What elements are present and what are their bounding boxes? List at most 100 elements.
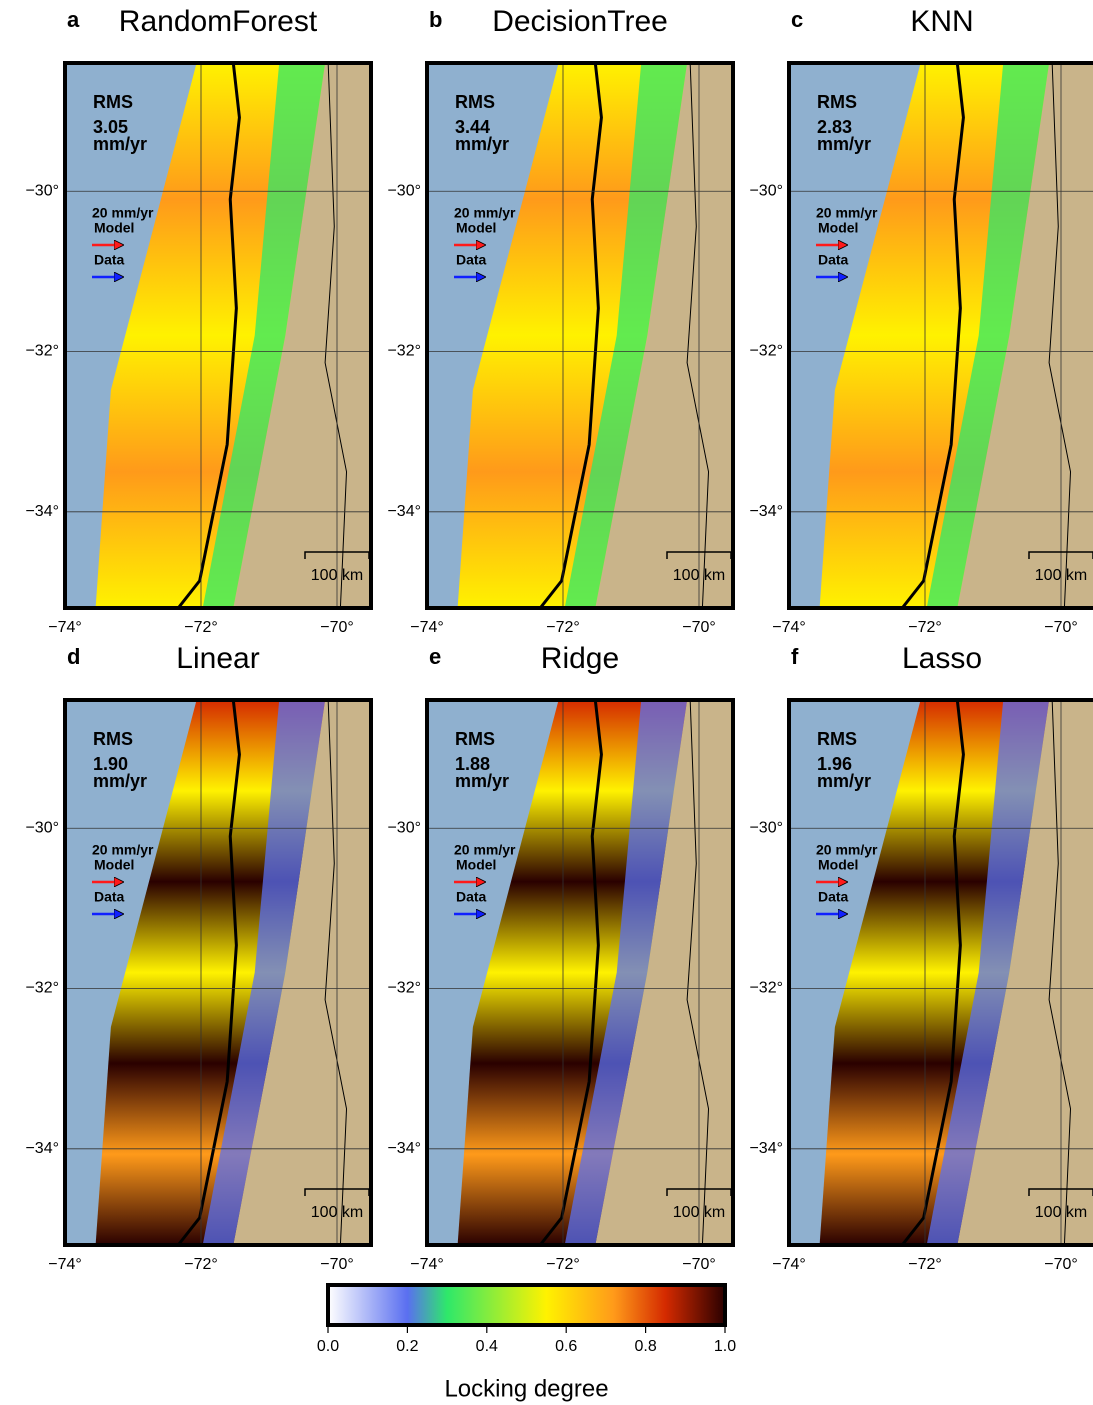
rms-label: RMS	[817, 92, 857, 112]
legend-data: Data	[818, 889, 849, 905]
x-tick-label: −70°	[1044, 619, 1078, 636]
rms-unit: mm/yr	[455, 771, 509, 791]
x-tick-label: −70°	[682, 1256, 716, 1273]
scalebar-label: 100 km	[1035, 1204, 1087, 1221]
panel-title: Lasso	[902, 642, 982, 675]
y-tick-label: −32°	[749, 980, 783, 997]
x-tick-label: −74°	[48, 1256, 82, 1273]
x-tick-label: −72°	[546, 619, 580, 636]
legend-scale: 20 mm/yr	[454, 842, 516, 858]
page: −30° −32° −34° −74° −72° −70° a RandomForest RMS…	[0, 0, 1093, 1405]
x-tick-label: −74°	[410, 619, 444, 636]
x-tick-label: −74°	[772, 1256, 806, 1273]
colorbar-tick-label: 0.4	[476, 1338, 498, 1355]
rms-unit: mm/yr	[93, 771, 147, 791]
rms-unit: mm/yr	[455, 134, 509, 154]
scalebar-label: 100 km	[673, 567, 725, 584]
colorbar-tick-label: 1.0	[714, 1338, 736, 1355]
y-tick-label: −30°	[749, 819, 783, 836]
y-tick-label: −30°	[25, 819, 59, 836]
legend-model: Model	[818, 857, 858, 873]
panel-title: KNN	[910, 5, 973, 38]
rms-label: RMS	[93, 92, 133, 112]
scalebar-label: 100 km	[1035, 567, 1087, 584]
legend-scale: 20 mm/yr	[92, 842, 154, 858]
y-tick-label: −32°	[25, 343, 59, 360]
x-tick-label: −72°	[184, 1256, 218, 1273]
y-tick-label: −32°	[749, 343, 783, 360]
x-tick-label: −74°	[48, 619, 82, 636]
x-tick-label: −72°	[908, 1256, 942, 1273]
map-panel: −30° −32° −34° −74° −72° −70° b DecisionTree RMS…	[387, 5, 733, 636]
panel-title: Linear	[176, 642, 259, 675]
y-tick-label: −34°	[387, 1140, 421, 1157]
map-panel: −30°−32°−34°−74°−72°−70°eRidgeRMS1.88mm/…	[387, 642, 733, 1273]
panel-title: Ridge	[541, 642, 619, 675]
legend-model: Model	[456, 220, 496, 236]
panel-letter: f	[791, 644, 799, 669]
rms-label: RMS	[455, 729, 495, 749]
y-tick-label: −30°	[25, 182, 59, 199]
legend-model: Model	[94, 857, 134, 873]
colorbar-tick-label: 0.2	[396, 1338, 418, 1355]
panel-title: RandomForest	[119, 5, 318, 38]
x-tick-label: −70°	[682, 619, 716, 636]
rms-label: RMS	[817, 729, 857, 749]
legend-scale: 20 mm/yr	[816, 205, 878, 221]
legend-data: Data	[94, 252, 125, 268]
y-tick-label: −30°	[387, 182, 421, 199]
rms-unit: mm/yr	[817, 134, 871, 154]
panel-letter: c	[791, 7, 803, 32]
legend-data: Data	[456, 252, 487, 268]
panel-letter: e	[429, 644, 441, 669]
y-tick-label: −32°	[387, 980, 421, 997]
y-tick-label: −34°	[25, 1140, 59, 1157]
map-panel: −30° −32° −34° −74° −72° −70° a RandomForest RMS…	[25, 5, 371, 636]
colorbar	[328, 1285, 725, 1325]
x-tick-label: −72°	[546, 1256, 580, 1273]
y-tick-label: −34°	[25, 503, 59, 520]
scalebar-label: 100 km	[311, 567, 363, 584]
legend-model: Model	[94, 220, 134, 236]
scalebar-label: 100 km	[311, 1204, 363, 1221]
colorbar-label: Locking degree	[444, 1375, 608, 1402]
scalebar-label: 100 km	[673, 1204, 725, 1221]
y-tick-label: −32°	[25, 980, 59, 997]
y-tick-label: −32°	[387, 343, 421, 360]
legend-scale: 20 mm/yr	[454, 205, 516, 221]
x-tick-label: −70°	[1044, 1256, 1078, 1273]
panel-title: DecisionTree	[492, 5, 668, 38]
legend-model: Model	[456, 857, 496, 873]
legend-scale: 20 mm/yr	[92, 205, 154, 221]
y-tick-label: −34°	[749, 503, 783, 520]
x-tick-label: −72°	[184, 619, 218, 636]
colorbar-tick-label: 0.6	[555, 1338, 577, 1355]
rms-label: RMS	[93, 729, 133, 749]
y-tick-label: −34°	[749, 1140, 783, 1157]
panel-letter: d	[67, 644, 80, 669]
panel-letter: b	[429, 7, 442, 32]
panel-letter: a	[67, 7, 80, 32]
legend-scale: 20 mm/yr	[816, 842, 878, 858]
figure: −30° −32° −34° −74° −72° −70° a RandomForest RMS…	[0, 0, 1093, 1405]
x-tick-label: −74°	[772, 619, 806, 636]
x-tick-label: −70°	[320, 1256, 354, 1273]
legend-model: Model	[818, 220, 858, 236]
x-tick-label: −74°	[410, 1256, 444, 1273]
x-tick-label: −70°	[320, 619, 354, 636]
y-tick-label: −34°	[387, 503, 421, 520]
colorbar-tick-label: 0.0	[317, 1338, 339, 1355]
y-tick-label: −30°	[749, 182, 783, 199]
colorbar-tick-label: 0.8	[634, 1338, 656, 1355]
rms-unit: mm/yr	[817, 771, 871, 791]
legend-data: Data	[818, 252, 849, 268]
legend-data: Data	[94, 889, 125, 905]
legend-data: Data	[456, 889, 487, 905]
rms-label: RMS	[455, 92, 495, 112]
rms-unit: mm/yr	[93, 134, 147, 154]
x-tick-label: −72°	[908, 619, 942, 636]
y-tick-label: −30°	[387, 819, 421, 836]
